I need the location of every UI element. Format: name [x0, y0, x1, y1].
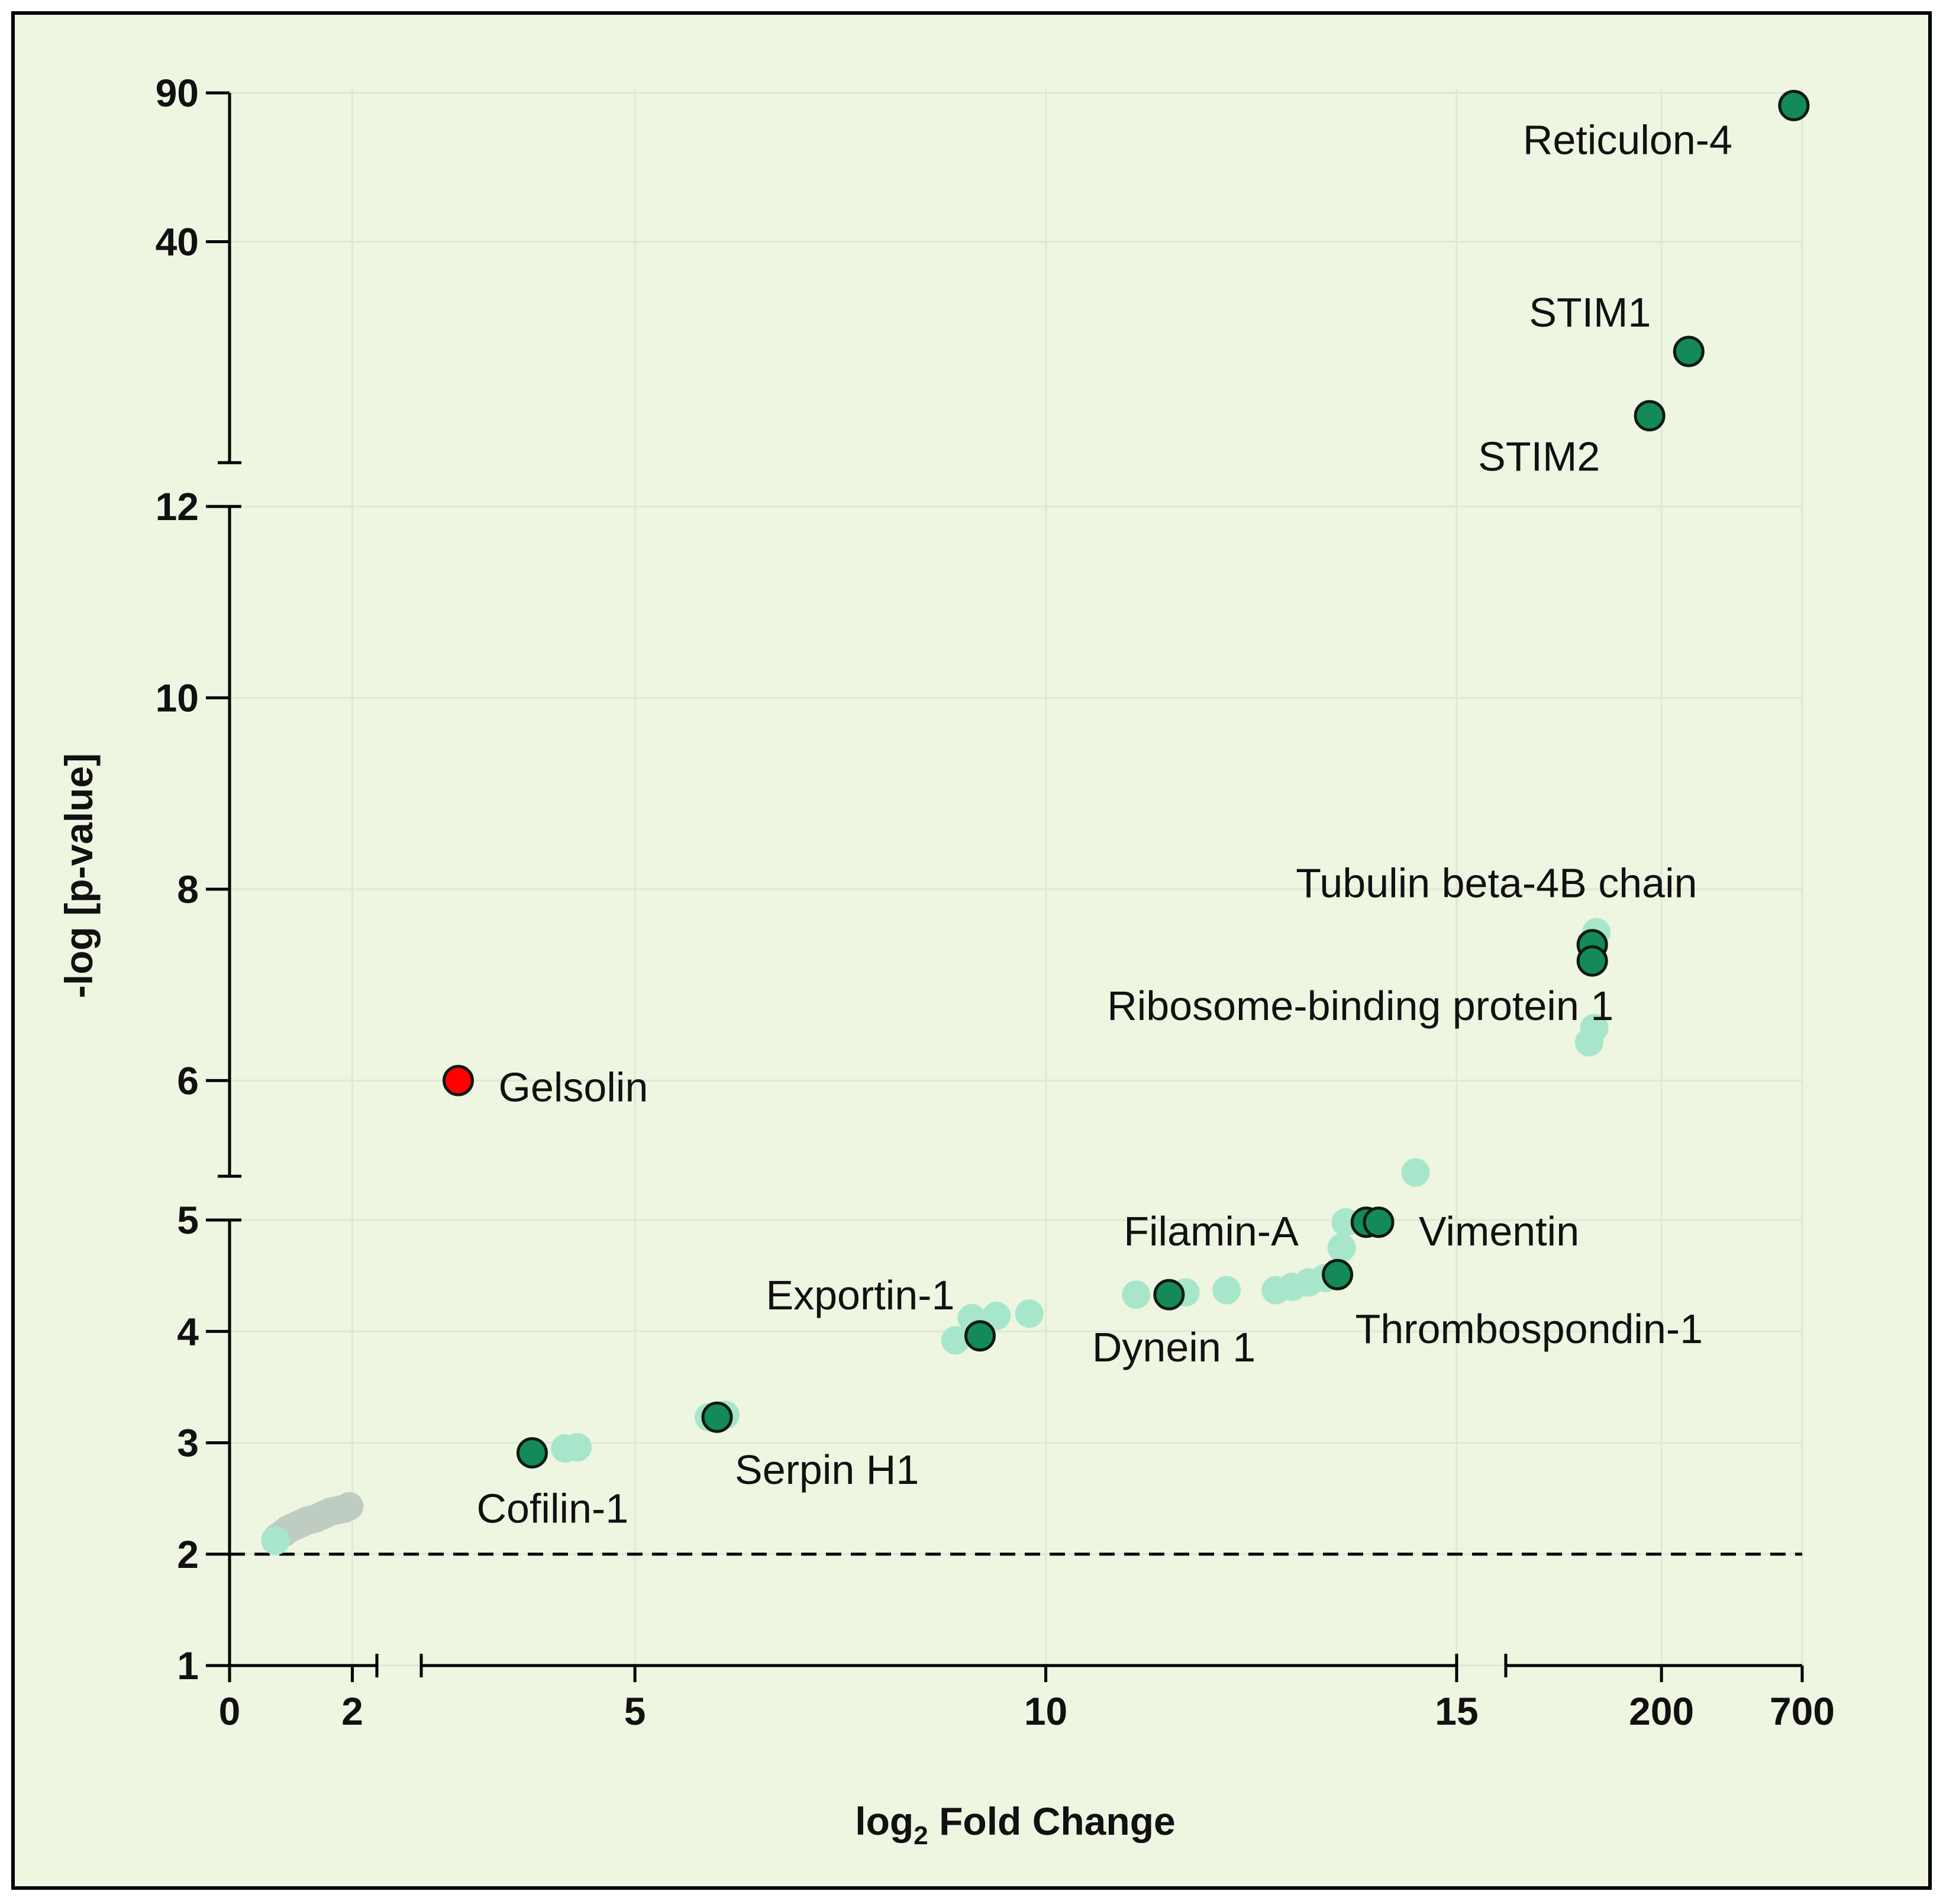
y-tick-label: 3 [177, 1421, 199, 1465]
protein-label: Serpin H1 [735, 1447, 919, 1493]
protein-label: Cofilin-1 [477, 1485, 629, 1531]
y-tick-label: 12 [156, 485, 199, 528]
y-tick-label: 40 [156, 220, 199, 264]
protein-label: Tubulin beta-4B chain [1296, 860, 1697, 906]
y-tick-label: 2 [177, 1532, 199, 1576]
protein-label: Vimentin [1419, 1208, 1579, 1254]
highlighted-point [1634, 400, 1666, 432]
highlighted-point [1576, 945, 1608, 977]
x-axis-title: log2 Fold Change [855, 1799, 1175, 1850]
protein-label: STIM1 [1529, 289, 1651, 335]
highlighted-point [1363, 1206, 1395, 1238]
protein-label: Filamin-A [1124, 1208, 1299, 1254]
protein-label: Gelsolin [499, 1064, 648, 1110]
background-point [1580, 1014, 1609, 1043]
y-tick-label: 4 [177, 1309, 199, 1353]
background-point [1327, 1234, 1356, 1263]
highlighted-point [701, 1401, 733, 1433]
x-tick-label: 10 [1024, 1689, 1067, 1733]
background-point [1015, 1299, 1044, 1328]
highlighted-point [517, 1437, 548, 1469]
y-axis-title: -log [p-value] [57, 753, 101, 998]
protein-label: Thrombospondin-1 [1355, 1306, 1703, 1352]
background-point [1212, 1276, 1241, 1305]
x-tick-label: 2 [341, 1689, 363, 1733]
x-tick-label: 700 [1770, 1689, 1835, 1733]
y-tick-label: 5 [177, 1198, 199, 1242]
x-tick-label: 15 [1435, 1689, 1478, 1733]
x-tick-label: 0 [219, 1689, 241, 1733]
protein-label: STIM2 [1478, 434, 1600, 480]
highlighted-point [1778, 89, 1810, 121]
protein-label: Exportin-1 [766, 1272, 954, 1318]
background-point [261, 1527, 290, 1556]
protein-label: Dynein 1 [1092, 1324, 1255, 1370]
highlighted-point [1673, 335, 1705, 367]
protein-labels: Cofilin-1 Serpin H1 Exportin-1 Dynein 1 Thro… [477, 117, 1733, 1531]
y-tick-label: 1 [177, 1644, 199, 1687]
y-tick-label: 8 [177, 867, 199, 911]
y-tick-label: 90 [156, 71, 199, 115]
background-point [982, 1301, 1011, 1330]
highlighted-point [964, 1320, 996, 1352]
x-tick-label: 200 [1629, 1689, 1694, 1733]
plot-background [11, 11, 1932, 1890]
gray-point [335, 1492, 364, 1521]
background-point [1122, 1280, 1151, 1309]
highlighted-point [1153, 1279, 1185, 1311]
gelsolin-point [443, 1064, 474, 1096]
background-point [941, 1326, 970, 1355]
background-point [1401, 1158, 1430, 1187]
highlighted-point [1322, 1258, 1354, 1290]
x-tick-label: 5 [624, 1689, 646, 1733]
protein-label: Reticulon-4 [1523, 117, 1732, 163]
data-points [261, 89, 1810, 1556]
y-tick-label: 6 [177, 1059, 199, 1102]
y-tick-label: 10 [156, 676, 199, 719]
protein-label: Ribosome-binding protein 1 [1107, 983, 1613, 1029]
background-point [563, 1433, 592, 1462]
